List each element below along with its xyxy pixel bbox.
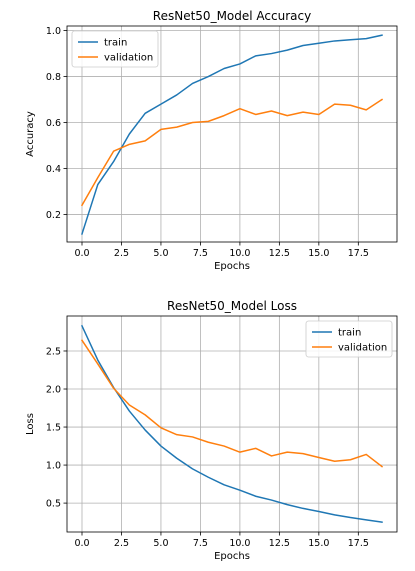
chart-loss: 0.0 2.5 5.0 7.5 10.0 12.5 15.0 17.5 0.5 1.0 1.5 2.0… <box>25 299 398 562</box>
x-tick-label: 17.5 <box>348 538 369 549</box>
y-tick-label: 0.8 <box>46 72 61 83</box>
legend-frame <box>71 30 159 68</box>
chart-accuracy: 0.0 2.5 5.0 7.5 10.0 12.5 15.0 17.5 0.2 0.4 0.6 0.8… <box>25 9 398 272</box>
legend-frame <box>305 320 393 358</box>
y-tick-label: 1.0 <box>46 461 61 472</box>
chart-title: ResNet50_Model Loss <box>167 299 297 313</box>
y-tick-label: 0.4 <box>46 164 61 175</box>
x-tick-label: 5.0 <box>153 248 168 259</box>
x-tick-label: 12.5 <box>269 248 290 259</box>
x-tick-label: 15.0 <box>308 248 329 259</box>
x-tick-label: 10.0 <box>229 248 250 259</box>
x-tick-label: 10.0 <box>229 538 250 549</box>
series-line-train <box>81 34 383 235</box>
x-tick-label: 12.5 <box>269 538 290 549</box>
legend-label-train: train <box>338 328 361 339</box>
axes-frame <box>66 25 398 243</box>
axes-frame <box>66 315 398 533</box>
y-tick-label: 0.6 <box>46 118 61 129</box>
legend-label-train: train <box>104 38 127 49</box>
x-axis-label: Epochs <box>214 551 250 562</box>
series-line-train <box>81 324 383 523</box>
x-tick-label: 7.5 <box>193 248 208 259</box>
legend-label-validation: validation <box>104 53 153 64</box>
series-line-validation <box>80 339 384 468</box>
x-tick-label: 7.5 <box>193 538 208 549</box>
y-tick-label: 1.0 <box>46 26 61 37</box>
x-tick-label: 17.5 <box>348 248 369 259</box>
x-tick-label: 5.0 <box>153 538 168 549</box>
legend: train validation <box>71 30 159 68</box>
y-tick-label: 2.0 <box>46 385 61 396</box>
y-tick-label: 0.2 <box>46 210 61 221</box>
series-line-validation <box>80 98 384 207</box>
y-tick-label: 0.5 <box>46 499 61 510</box>
x-tick-label: 0.0 <box>74 248 89 259</box>
legend-label-validation: validation <box>338 343 387 354</box>
x-tick-label: 2.5 <box>114 248 129 259</box>
x-tick-label: 0.0 <box>74 538 89 549</box>
x-axis-label: Epochs <box>214 261 250 272</box>
y-tick-label: 2.5 <box>46 346 61 357</box>
y-tick-label: 1.5 <box>46 423 61 434</box>
y-axis-label: Loss <box>25 413 36 435</box>
chart-title: ResNet50_Model Accuracy <box>153 9 311 23</box>
x-tick-label: 15.0 <box>308 538 329 549</box>
x-tick-label: 2.5 <box>114 538 129 549</box>
legend: train validation <box>305 320 393 358</box>
y-axis-label: Accuracy <box>25 111 36 157</box>
